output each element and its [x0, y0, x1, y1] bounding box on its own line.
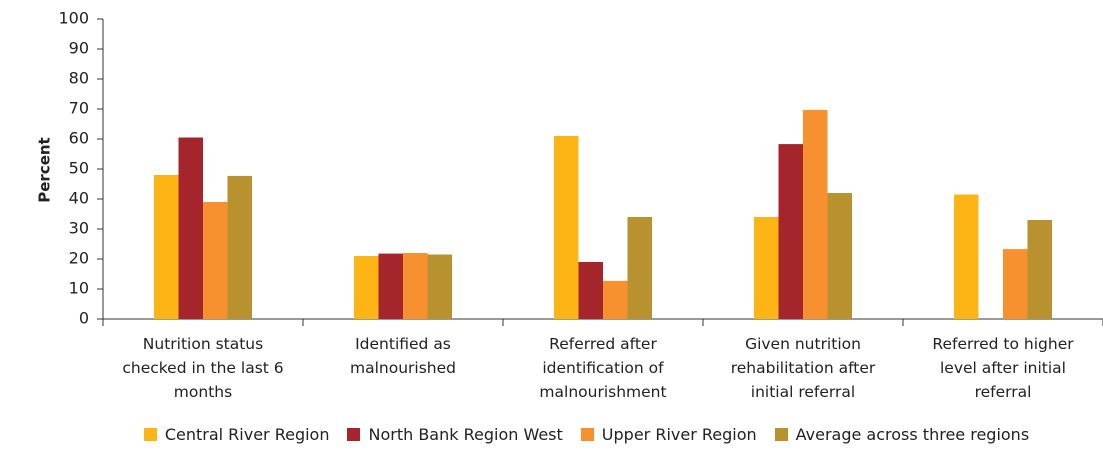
legend-item: North Bank Region West: [347, 425, 563, 444]
y-tick-label: 30: [69, 219, 89, 238]
y-axis-label: Percent: [36, 137, 54, 202]
x-tick-label: Given nutrition rehabilitation after ini…: [730, 335, 876, 401]
bar: [227, 175, 252, 319]
legend-label: Central River Region: [164, 425, 330, 444]
y-tick-label: 0: [79, 309, 89, 328]
y-tick-label: 70: [69, 99, 89, 118]
bar: [603, 280, 628, 319]
bar: [578, 262, 603, 319]
bar: [803, 109, 828, 320]
legend-swatch: [580, 428, 594, 441]
y-tick-label: 50: [69, 159, 89, 178]
legend-swatch: [347, 428, 361, 441]
bar: [178, 137, 203, 319]
bar: [354, 256, 379, 319]
bar: [627, 217, 652, 319]
legend-item: Upper River Region: [580, 425, 757, 444]
legend-label: North Bank Region West: [368, 425, 563, 444]
legend: Central River Region North Bank Region We…: [0, 425, 1103, 444]
legend-swatch: [143, 428, 157, 441]
bar: [1027, 220, 1052, 319]
bar: [154, 175, 179, 319]
bar: [778, 144, 803, 319]
legend-swatch: [774, 428, 788, 441]
y-tick-label: 90: [69, 39, 89, 58]
x-tick-label: Referred to higher level after initial r…: [932, 335, 1074, 401]
legend-item: Central River Region: [143, 425, 330, 444]
bar: [378, 253, 403, 319]
bar: [554, 136, 579, 319]
bar: [1003, 249, 1028, 319]
x-tick-label: Identified as malnourished: [350, 335, 456, 377]
bar: [427, 254, 452, 319]
y-tick-label: 60: [69, 129, 89, 148]
y-tick-label: 20: [69, 249, 89, 268]
bar: [954, 194, 979, 319]
legend-item: Average across three regions: [774, 425, 1030, 444]
legend-label: Average across three regions: [795, 425, 1030, 444]
y-tick-label: 10: [69, 279, 89, 298]
x-tick-label: Referred after identification of malnour…: [539, 335, 667, 401]
bar: [403, 253, 428, 319]
legend-label: Upper River Region: [601, 425, 757, 444]
y-tick-label: 80: [69, 69, 89, 88]
y-tick-label: 40: [69, 189, 89, 208]
x-tick-label: Nutrition status checked in the last 6 m…: [122, 335, 284, 401]
bar: [827, 193, 852, 319]
y-tick-label: 100: [58, 9, 89, 28]
bar: [754, 217, 779, 319]
bar: [203, 202, 228, 319]
